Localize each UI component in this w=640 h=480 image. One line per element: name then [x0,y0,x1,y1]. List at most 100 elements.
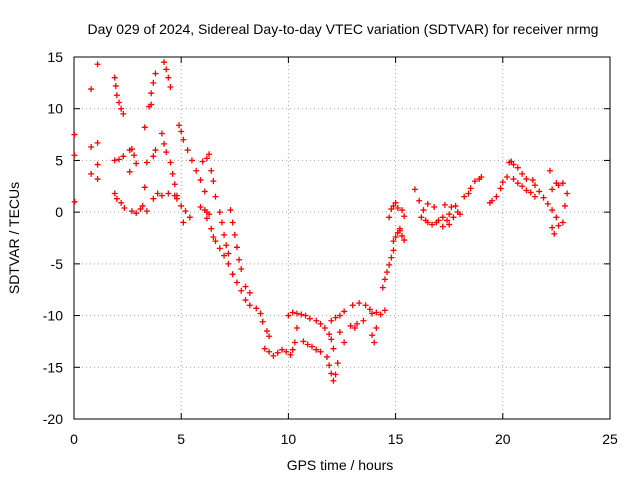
data-point-marker [188,157,195,164]
data-point-marker [446,221,453,228]
data-point-marker [399,232,406,239]
data-point-marker [394,205,401,212]
data-point-marker [126,168,133,175]
data-point-marker [514,164,521,171]
data-point-marker [182,208,189,215]
data-point-marker [161,140,168,147]
data-point-marker [291,339,298,346]
data-point-marker [334,360,341,367]
data-point-marker [111,190,118,197]
grid-lines [74,57,610,419]
data-point-marker [332,371,339,378]
data-point-marker [456,211,463,218]
data-point-marker [285,312,292,319]
data-point-marker [439,214,446,221]
data-point-marker [381,276,388,283]
data-point-marker [298,311,305,318]
data-point-marker [420,207,427,214]
data-point-marker [523,187,530,194]
data-point-marker [111,157,118,164]
data-point-marker [478,173,485,180]
data-point-marker [326,362,333,369]
data-point-marker [161,59,168,66]
data-point-marker [386,261,393,268]
data-point-marker [118,199,125,206]
data-point-marker [287,351,294,358]
y-axis-label: SDTVAR / TECUs [6,182,22,294]
data-point-marker [561,202,568,209]
data-point-marker [401,237,408,244]
data-point-marker [559,180,566,187]
data-point-marker [94,176,101,183]
data-point-marker [116,156,123,163]
data-point-marker [347,322,354,329]
data-point-marker [388,206,395,213]
data-point-marker [148,101,155,108]
data-point-marker [176,122,183,129]
data-point-marker [489,197,496,204]
data-point-marker [323,353,330,360]
data-point-marker [186,214,193,221]
data-point-marker [173,195,180,202]
plot-frame [73,56,611,420]
data-points [71,59,571,384]
data-point-marker [431,203,438,210]
data-point-marker [242,297,249,304]
data-point-marker [392,199,399,206]
data-point-marker [246,302,253,309]
data-point-marker [238,287,245,294]
data-point-marker [351,324,358,331]
data-point-marker [328,336,335,343]
y-tick-label: -10 [43,308,63,324]
data-point-marker [212,238,219,245]
y-tick-label: -15 [43,359,63,375]
data-point-marker [225,260,232,267]
data-point-marker [289,309,296,316]
data-point-marker [388,254,395,261]
data-point-marker [446,211,453,218]
data-point-marker [411,186,418,193]
x-tick-label: 5 [177,431,185,447]
data-point-marker [208,167,215,174]
data-point-marker [180,219,187,226]
data-point-marker [536,188,543,195]
data-point-marker [208,225,215,232]
data-point-marker [424,200,431,207]
data-point-marker [289,346,296,353]
data-point-marker [377,311,384,318]
data-point-marker [270,352,277,359]
data-point-marker [527,189,534,196]
data-point-marker [141,184,148,191]
data-point-marker [261,345,268,352]
data-point-marker [253,305,260,312]
data-point-marker [212,193,219,200]
data-point-marker [523,176,530,183]
data-point-marker [321,324,328,331]
data-point-marker [158,192,165,199]
data-point-marker [555,182,562,189]
data-point-marker [148,90,155,97]
data-point-marker [435,217,442,224]
data-point-marker [510,161,517,168]
data-point-marker [531,193,538,200]
data-point-marker [332,314,339,321]
data-point-marker [390,247,397,254]
x-tick-label: 25 [602,431,618,447]
data-point-marker [362,302,369,309]
data-point-marker [203,215,210,222]
data-point-marker [71,131,78,138]
data-point-marker [197,177,204,184]
data-point-marker [379,284,386,291]
data-point-marker [266,348,273,355]
data-point-marker [444,217,451,224]
data-point-marker [210,178,217,185]
data-point-marker [328,317,335,324]
data-point-marker [150,79,157,86]
data-point-marker [143,159,150,166]
data-point-marker [218,219,225,226]
data-point-marker [416,197,423,204]
data-point-marker [206,151,213,158]
data-point-marker [549,224,556,231]
data-point-marker [317,320,324,327]
data-point-marker [308,343,315,350]
